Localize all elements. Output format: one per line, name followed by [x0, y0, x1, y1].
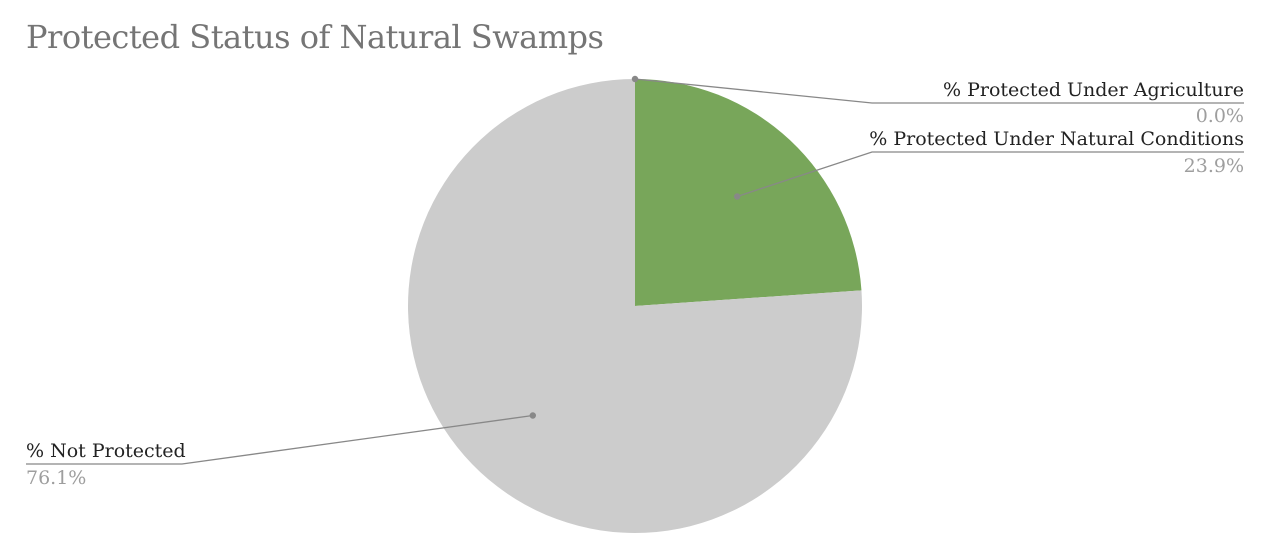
slice-label-1: % Protected Under Natural Conditions: [869, 128, 1244, 150]
chart-title: Protected Status of Natural Swamps: [26, 18, 604, 56]
slice-label-0: % Protected Under Agriculture: [943, 79, 1244, 101]
pie-callouts: % Protected Under Agriculture 0.0%% Prote…: [26, 75, 1244, 489]
callout-dot-2: [529, 412, 536, 419]
pie-slices: [408, 79, 863, 533]
slice-value-0: 0.0%: [1196, 105, 1244, 127]
callout-leader-2: [26, 414, 533, 465]
slice-value-2: 76.1%: [26, 467, 86, 489]
callout-dot-1: [734, 193, 741, 200]
callout-leader-1: [736, 151, 1244, 198]
pie-slice-2: [408, 79, 863, 533]
callout-leader-0: [634, 78, 1244, 104]
callout-dot-0: [631, 75, 639, 83]
slice-value-1: 23.9%: [1184, 155, 1244, 177]
slice-label-2: % Not Protected: [26, 440, 186, 462]
